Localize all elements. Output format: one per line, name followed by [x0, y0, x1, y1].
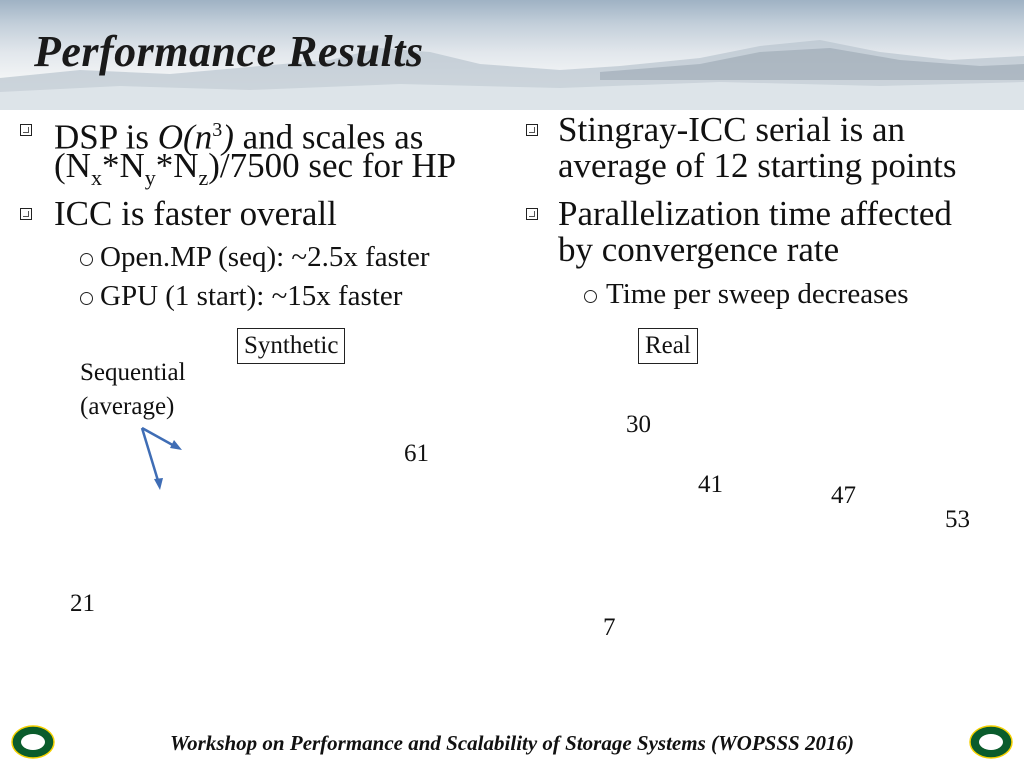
oregon-o-icon: [11, 725, 55, 759]
sub-bullet-time-per-sweep: Time per sweep decreases: [606, 278, 909, 310]
mountain-landscape-icon: [0, 40, 1024, 110]
synthetic-label: Synthetic: [237, 328, 346, 364]
sequential-label-line1: Sequential: [80, 359, 186, 386]
oregon-o-logo-right: [968, 722, 1014, 762]
bullet-dsp-line1: DSP is O(n3) and scales as: [54, 117, 424, 157]
slide-title: Performance Results: [34, 27, 424, 76]
circle-bullet-icon: [80, 253, 93, 266]
real-label: Real: [638, 328, 698, 364]
pointer-arrows-icon: [140, 426, 182, 490]
bullet-parallelization-line2: by convergence rate: [558, 230, 840, 269]
value-label-61: 61: [404, 440, 429, 467]
bullet-parallelization-line1: Parallelization time affected: [558, 194, 952, 233]
square-bullet-icon: [526, 124, 538, 136]
bullet-dsp-line2: (Nx*Ny*Nz)/7500 sec for HP: [54, 146, 457, 191]
circle-bullet-icon: [584, 290, 597, 303]
value-label-47: 47: [831, 482, 856, 509]
circle-bullet-icon: [80, 292, 93, 305]
sub-bullet-gpu: GPU (1 start): ~15x faster: [100, 280, 403, 312]
square-bullet-icon: [20, 208, 32, 220]
value-label-7: 7: [603, 614, 616, 641]
bullet-icc-text: ICC is faster overall: [54, 194, 337, 233]
value-label-41: 41: [698, 471, 723, 498]
bullet-stingray-line1: Stingray-ICC serial is an: [558, 110, 906, 149]
header-banner-image: [0, 0, 1024, 110]
sub-bullet-openmp: Open.MP (seq): ~2.5x faster: [100, 241, 430, 273]
oregon-o-logo-left: [10, 722, 56, 762]
value-label-21: 21: [70, 590, 95, 617]
value-label-30: 30: [626, 411, 651, 438]
square-bullet-icon: [20, 124, 32, 136]
square-bullet-icon: [526, 208, 538, 220]
footer-conference-text: Workshop on Performance and Scalability …: [170, 731, 854, 755]
bullet-stingray-line2: average of 12 starting points: [558, 146, 957, 185]
oregon-o-icon: [969, 725, 1013, 759]
sequential-label-line2: (average): [80, 393, 175, 420]
value-label-53: 53: [945, 506, 970, 533]
